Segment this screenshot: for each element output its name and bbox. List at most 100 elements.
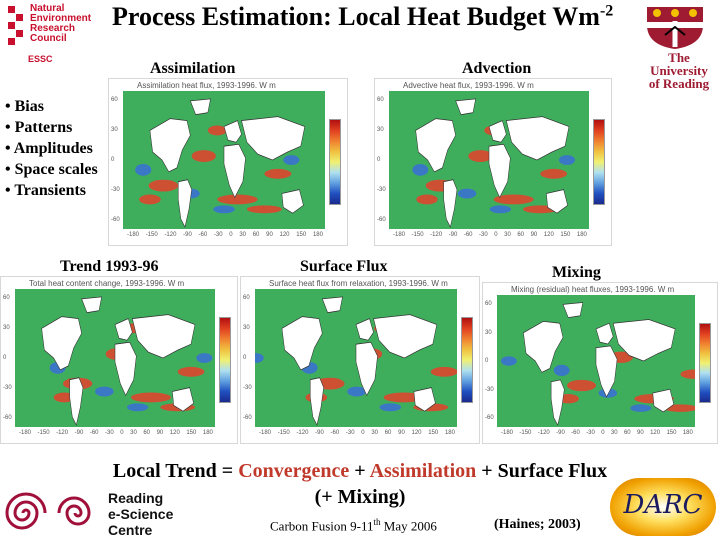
lon-tick-label: -150 bbox=[37, 430, 50, 436]
world-map bbox=[123, 91, 325, 229]
lon-tick-label: -90 bbox=[556, 430, 565, 436]
lon-tick-label: 0 bbox=[494, 232, 498, 238]
cold-anomaly bbox=[95, 386, 114, 397]
lat-tick-label: -60 bbox=[485, 415, 494, 421]
equation-text: + bbox=[349, 460, 370, 482]
label-mixing: Mixing bbox=[552, 264, 601, 281]
lat-axis: 60 30 0 -30 -60 bbox=[243, 295, 255, 421]
lon-tick-label: -150 bbox=[519, 430, 532, 436]
lon-tick-label: -30 bbox=[105, 430, 114, 436]
continent bbox=[373, 314, 438, 359]
lat-axis: 60 30 0 -30 -60 bbox=[3, 295, 15, 421]
lon-tick-label: -120 bbox=[56, 430, 69, 436]
continent bbox=[149, 118, 191, 173]
lat-tick-label: -30 bbox=[3, 385, 12, 391]
lon-tick-label: 120 bbox=[650, 430, 661, 436]
warm-anomaly bbox=[680, 369, 695, 379]
continent bbox=[415, 118, 456, 173]
map-panel-trend: Total heat content change, 1993-1996. W … bbox=[0, 276, 238, 444]
cold-anomaly bbox=[127, 403, 149, 412]
equation-text: Local Trend = bbox=[112, 460, 239, 482]
lon-tick-label: 120 bbox=[543, 232, 554, 238]
lat-tick-label: 0 bbox=[111, 157, 115, 163]
lon-tick-label: -120 bbox=[537, 430, 550, 436]
lon-tick-label: -120 bbox=[296, 430, 309, 436]
equation-assimilation: Assimilation bbox=[369, 460, 477, 482]
lon-tick-label: -150 bbox=[145, 232, 158, 238]
rec-line: Reading bbox=[108, 490, 163, 506]
lon-tick-label: -90 bbox=[183, 232, 192, 238]
continent bbox=[114, 341, 137, 397]
nerc-logo-mark bbox=[16, 30, 23, 37]
bullet-list: • Bias • Patterns • Amplitudes • Space s… bbox=[5, 96, 98, 201]
lat-tick-label: 0 bbox=[243, 355, 247, 361]
cold-anomaly bbox=[135, 163, 152, 176]
reading-line: University bbox=[650, 63, 708, 78]
lon-axis: -180 -150 -120 -90 -60 -30 0 30 60 90 120 150 180 bbox=[259, 430, 455, 440]
continent bbox=[488, 143, 511, 199]
footer-text: May 2006 bbox=[380, 518, 437, 534]
warm-anomaly bbox=[207, 125, 227, 136]
lon-tick-label: 120 bbox=[411, 430, 422, 436]
continent bbox=[612, 319, 676, 362]
nerc-line: Environment bbox=[30, 13, 92, 24]
nerc-line: Natural bbox=[30, 3, 65, 14]
lon-tick-label: 180 bbox=[202, 430, 213, 436]
cold-anomaly bbox=[283, 155, 300, 165]
continent bbox=[550, 379, 565, 426]
cold-anomaly bbox=[559, 155, 575, 165]
lon-tick-label: 150 bbox=[296, 232, 307, 238]
lon-tick-label: 180 bbox=[312, 232, 323, 238]
nerc-line: Research bbox=[30, 23, 76, 34]
equation-convergence: Convergence bbox=[238, 460, 350, 482]
lon-tick-label: 0 bbox=[601, 430, 605, 436]
reading-logo-text: The University of Reading bbox=[641, 51, 717, 90]
reading-line: The bbox=[668, 50, 690, 65]
warm-anomaly bbox=[430, 366, 457, 377]
lon-tick-label: 30 bbox=[504, 232, 511, 238]
lon-tick-label: 90 bbox=[637, 430, 644, 436]
lon-tick-label: -180 bbox=[501, 430, 514, 436]
budget-equation: Local Trend = Convergence + Assimilation… bbox=[0, 458, 720, 510]
world-map bbox=[15, 289, 215, 427]
map-panel-assimilation: Assimilation heat flux, 1993-1996. W m -… bbox=[108, 78, 348, 246]
warm-anomaly bbox=[566, 379, 596, 392]
continent bbox=[131, 314, 196, 359]
lon-axis: -180 -150 -120 -90 -60 -30 0 30 60 90 120 150 180 bbox=[19, 430, 213, 440]
lon-tick-label: 30 bbox=[610, 430, 618, 436]
lon-tick-label: 0 bbox=[361, 430, 365, 436]
continent bbox=[488, 120, 507, 143]
lat-tick-label: -30 bbox=[377, 187, 386, 193]
cold-anomaly bbox=[412, 163, 429, 176]
lon-tick-label: 0 bbox=[229, 232, 233, 238]
lat-tick-label: -30 bbox=[111, 187, 120, 193]
lon-tick-label: -90 bbox=[448, 232, 458, 238]
warm-anomaly bbox=[468, 150, 493, 162]
reading-line: of Reading bbox=[648, 76, 710, 91]
label-surface-flux: Surface Flux bbox=[300, 258, 388, 275]
lon-tick-label: 60 bbox=[517, 232, 525, 238]
colorbar bbox=[461, 317, 473, 403]
lon-tick-label: -90 bbox=[74, 430, 84, 436]
lon-tick-label: 90 bbox=[398, 430, 405, 436]
lon-tick-label: -60 bbox=[330, 430, 340, 436]
lon-tick-label: 0 bbox=[120, 430, 124, 436]
lon-tick-label: -60 bbox=[571, 430, 580, 436]
lon-tick-label: 60 bbox=[623, 430, 631, 436]
continent bbox=[41, 316, 82, 371]
rec-line: e-Science bbox=[108, 506, 174, 522]
equation-text: + Surface Flux bbox=[476, 460, 608, 482]
lon-tick-label: -180 bbox=[19, 430, 32, 436]
footer-superscript: th bbox=[373, 517, 381, 527]
lon-tick-label: -150 bbox=[411, 232, 424, 238]
world-map bbox=[389, 91, 589, 229]
reference: (Haines; 2003) bbox=[494, 517, 581, 532]
lon-tick-label: -60 bbox=[198, 232, 208, 238]
lon-tick-label: 30 bbox=[239, 232, 247, 238]
colorbar bbox=[329, 119, 341, 205]
cold-anomaly bbox=[500, 356, 517, 366]
lon-tick-label: 30 bbox=[371, 430, 379, 436]
nerc-logo-mark bbox=[16, 14, 23, 21]
lon-tick-label: 150 bbox=[560, 232, 571, 238]
continent bbox=[355, 341, 378, 397]
